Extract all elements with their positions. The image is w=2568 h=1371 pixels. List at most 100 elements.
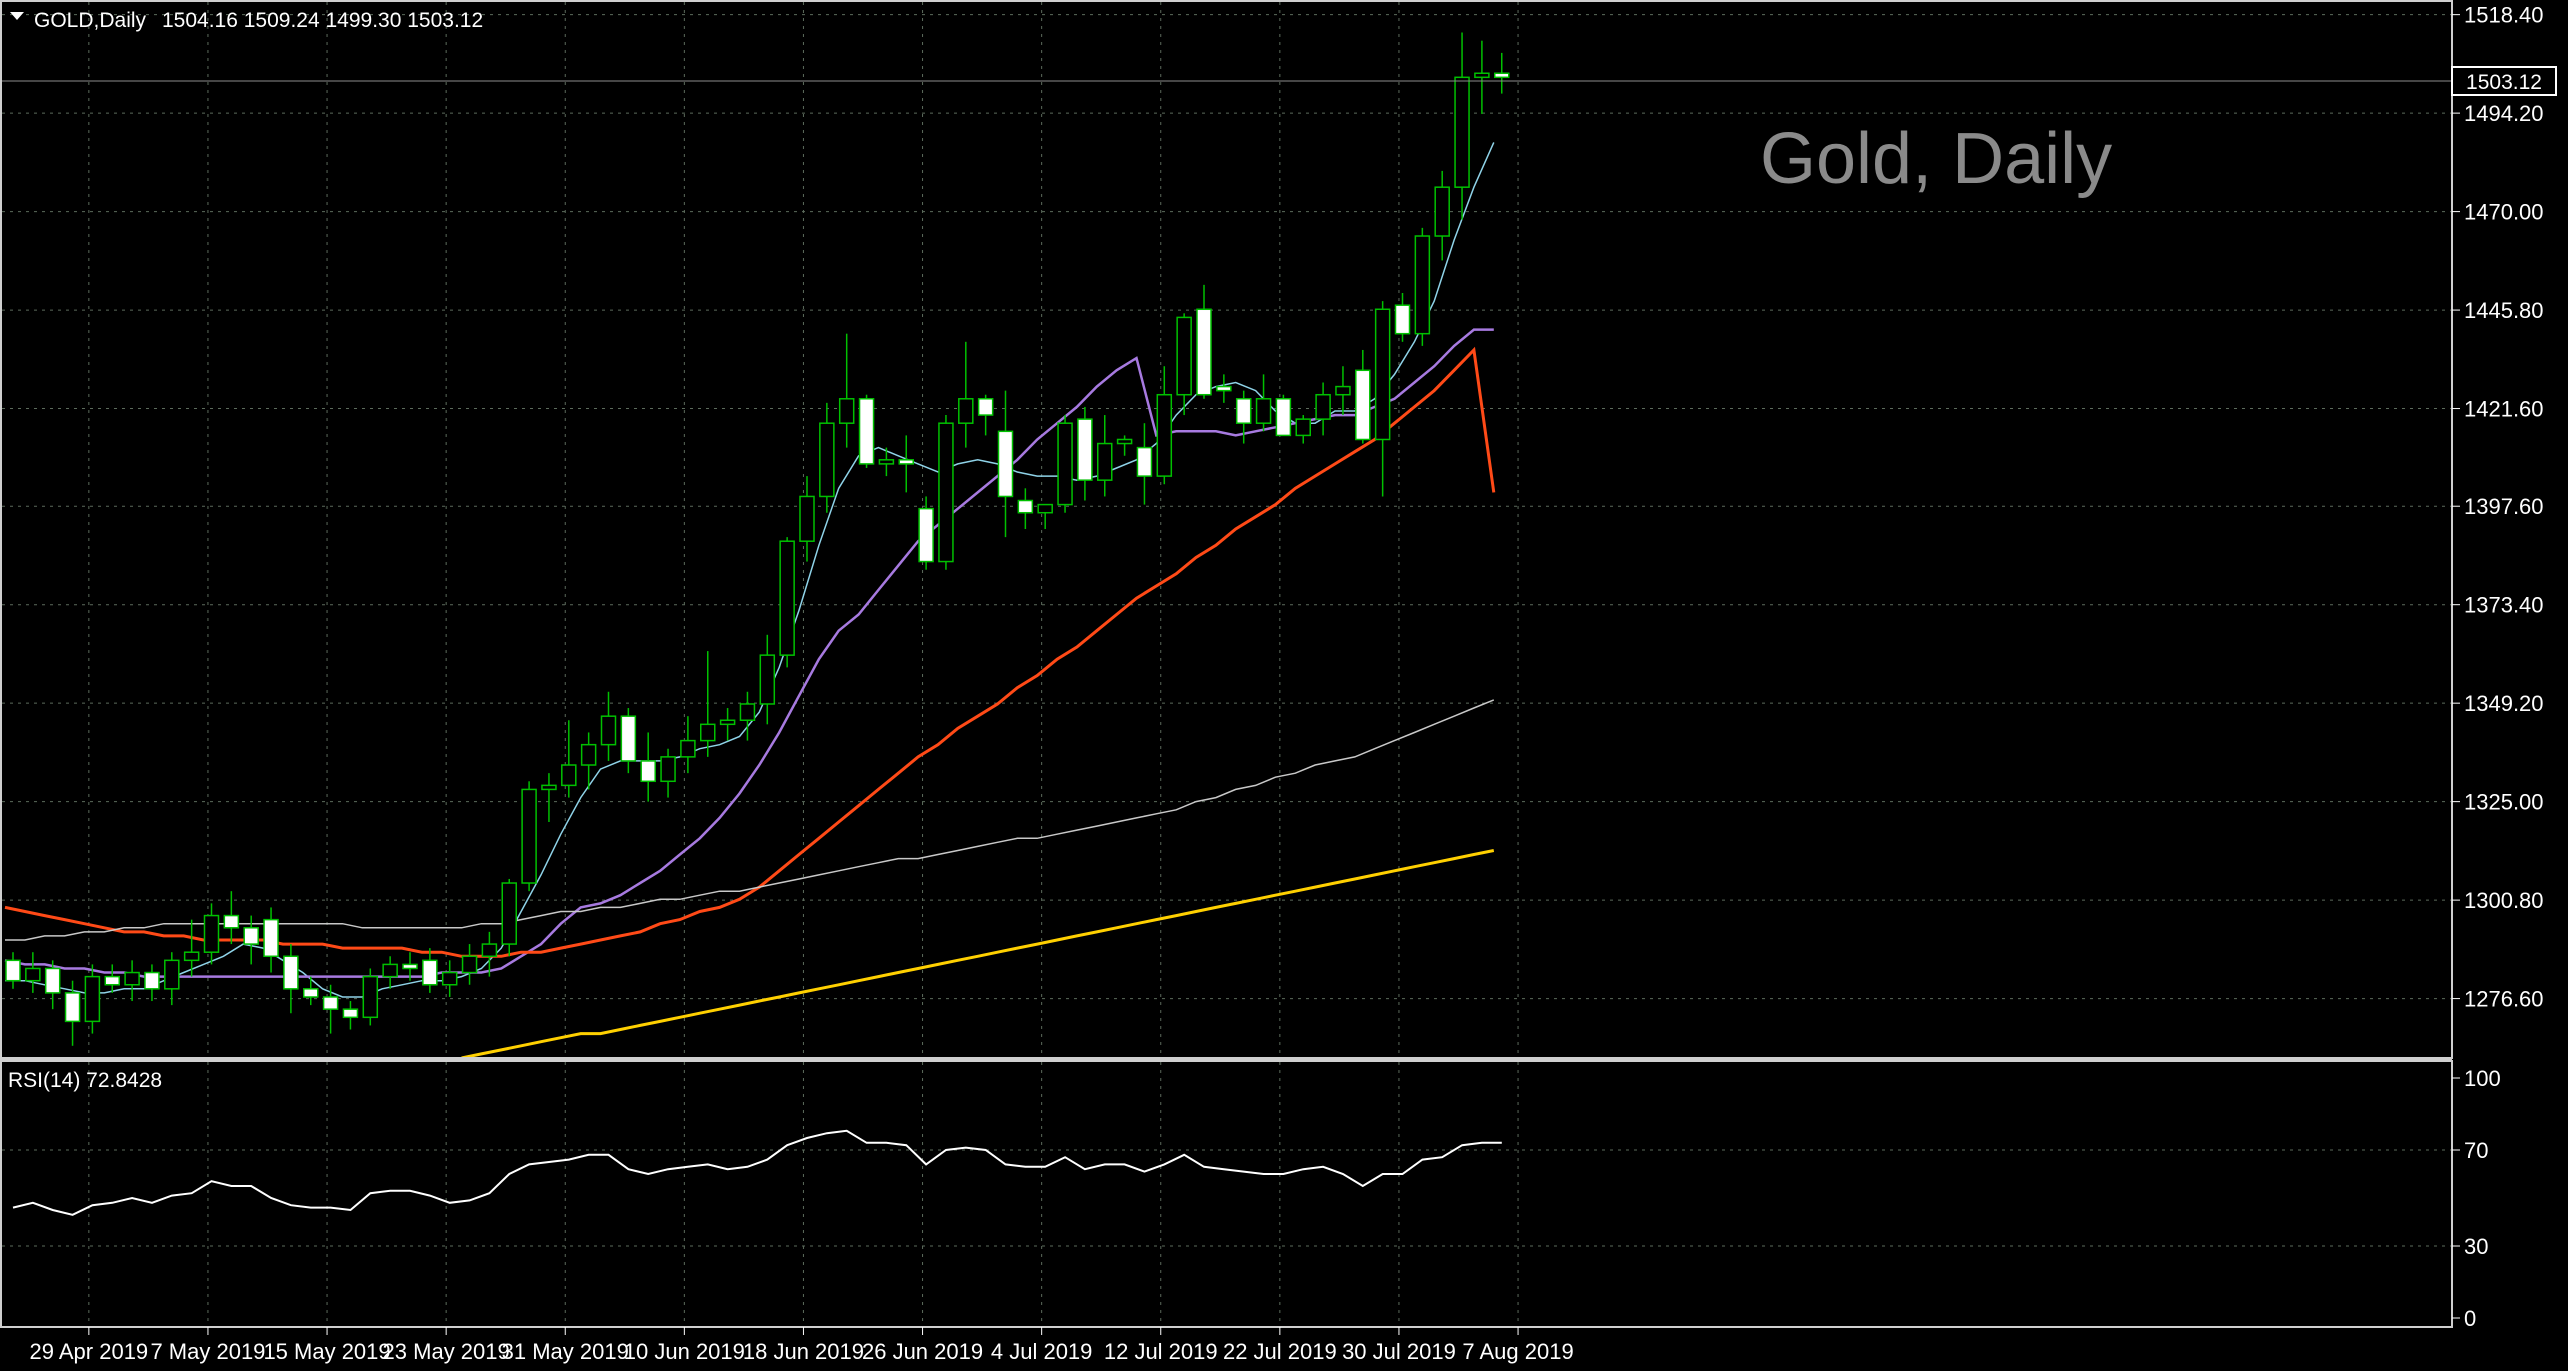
candle	[223, 891, 240, 945]
bear-candle-body	[918, 507, 934, 563]
candle	[1017, 488, 1034, 529]
x-tick-label: 18 Jun 2019	[743, 1339, 864, 1364]
bull-candle-body	[541, 784, 557, 791]
candle	[1196, 284, 1212, 399]
candle	[5, 952, 21, 989]
bull-candle-body	[481, 943, 498, 958]
candle	[1116, 435, 1133, 456]
candle	[600, 691, 617, 761]
bull-candle-body	[1434, 186, 1450, 237]
candle	[1335, 366, 1351, 416]
ma_200-line	[461, 849, 1495, 1060]
bear-candle-body	[640, 760, 656, 783]
x-tick-label: 12 Jul 2019	[1104, 1339, 1218, 1364]
candle	[104, 964, 120, 993]
y-tick-label: 1300.80	[2464, 888, 2544, 913]
candle	[124, 960, 140, 1002]
current-price-value: 1503.12	[2466, 71, 2542, 94]
bull-candle-body	[1374, 308, 1391, 441]
candle	[1037, 503, 1053, 529]
bull-candle-body	[1097, 442, 1113, 481]
bull-candle-body	[461, 955, 478, 974]
rsi-tick-label: 100	[2464, 1066, 2501, 1091]
bear-candle-body	[1355, 369, 1371, 441]
watermark: Gold, Daily	[1760, 119, 2112, 199]
candle	[1156, 366, 1173, 485]
candle	[759, 634, 776, 725]
bull-candle-body	[700, 723, 716, 742]
candle	[322, 984, 339, 1034]
bull-candle-body	[203, 914, 220, 953]
bull-candle-body	[819, 422, 835, 498]
bear-candle-body	[858, 398, 875, 465]
bear-candle-body	[1235, 398, 1252, 424]
bull-candle-body	[1454, 76, 1470, 188]
bear-candle-body	[422, 959, 438, 986]
bull-candle-body	[600, 715, 617, 746]
bull-candle-body	[580, 743, 597, 766]
candle	[680, 716, 696, 774]
candle	[521, 781, 537, 892]
candle	[461, 944, 478, 985]
candle	[700, 651, 716, 757]
candle	[164, 952, 180, 1006]
y-tick-label: 1276.60	[2464, 987, 2544, 1012]
candle	[1097, 415, 1113, 497]
candle	[640, 732, 656, 802]
bear-candle-body	[263, 918, 279, 958]
candle	[144, 964, 160, 1002]
candle	[25, 952, 41, 993]
y-tick-label: 1325.00	[2464, 790, 2544, 815]
price-axis: 1518.40 1494.20 1470.00 1445.80 1421.60 1397.…	[2452, 3, 2544, 1012]
candle	[1057, 415, 1073, 513]
candle	[441, 960, 458, 997]
candle	[382, 956, 398, 989]
collapse-triangle-icon[interactable]	[10, 12, 24, 20]
x-tick-label: 10 Jun 2019	[624, 1339, 745, 1364]
candle	[481, 931, 498, 977]
x-tick-label: 7 May 2019	[150, 1339, 265, 1364]
bull-candle-body	[660, 756, 676, 783]
x-tick-label: 26 Jun 2019	[862, 1339, 983, 1364]
bear-candle-body	[1275, 398, 1292, 437]
bull-candle-body	[1255, 398, 1272, 424]
bull-candle-body	[1295, 418, 1311, 437]
candle	[779, 537, 795, 668]
bull-candle-body	[521, 788, 537, 884]
bull-candle-body	[779, 540, 795, 656]
bull-candle-body	[164, 959, 180, 990]
bull-candle-body	[1474, 72, 1490, 79]
bull-candle-body	[84, 975, 101, 1023]
candle	[44, 960, 61, 1010]
bear-candle-body	[1494, 72, 1510, 79]
candle	[819, 402, 835, 513]
candle	[501, 878, 517, 957]
bull-candle-body	[362, 975, 379, 1019]
x-tick-label: 22 Jul 2019	[1223, 1339, 1337, 1364]
candle	[203, 903, 220, 965]
bull-candle-body	[1057, 422, 1073, 506]
candle	[1255, 374, 1272, 432]
candle	[1216, 374, 1232, 403]
rsi-line	[12, 1129, 1502, 1216]
bear-candle-body	[1216, 385, 1232, 392]
rsi-axis: 100 70 30 0	[2452, 1066, 2501, 1331]
bull-candle-body	[838, 398, 855, 424]
y-tick-label: 1445.80	[2464, 298, 2544, 323]
candle	[362, 968, 379, 1026]
bear-candle-body	[620, 715, 637, 762]
candle	[1434, 170, 1450, 261]
moving-averages	[4, 142, 1496, 1060]
bear-candle-body	[342, 1008, 359, 1019]
candle	[402, 952, 418, 981]
bull-candle-body	[1116, 438, 1133, 445]
bull-candle-body	[1037, 503, 1053, 514]
x-tick-label: 15 May 2019	[263, 1339, 390, 1364]
candle	[84, 964, 101, 1034]
candle	[719, 708, 736, 741]
current-price-tag	[2451, 66, 2557, 96]
x-tick-label: 4 Jul 2019	[991, 1339, 1093, 1364]
candle	[660, 748, 676, 798]
